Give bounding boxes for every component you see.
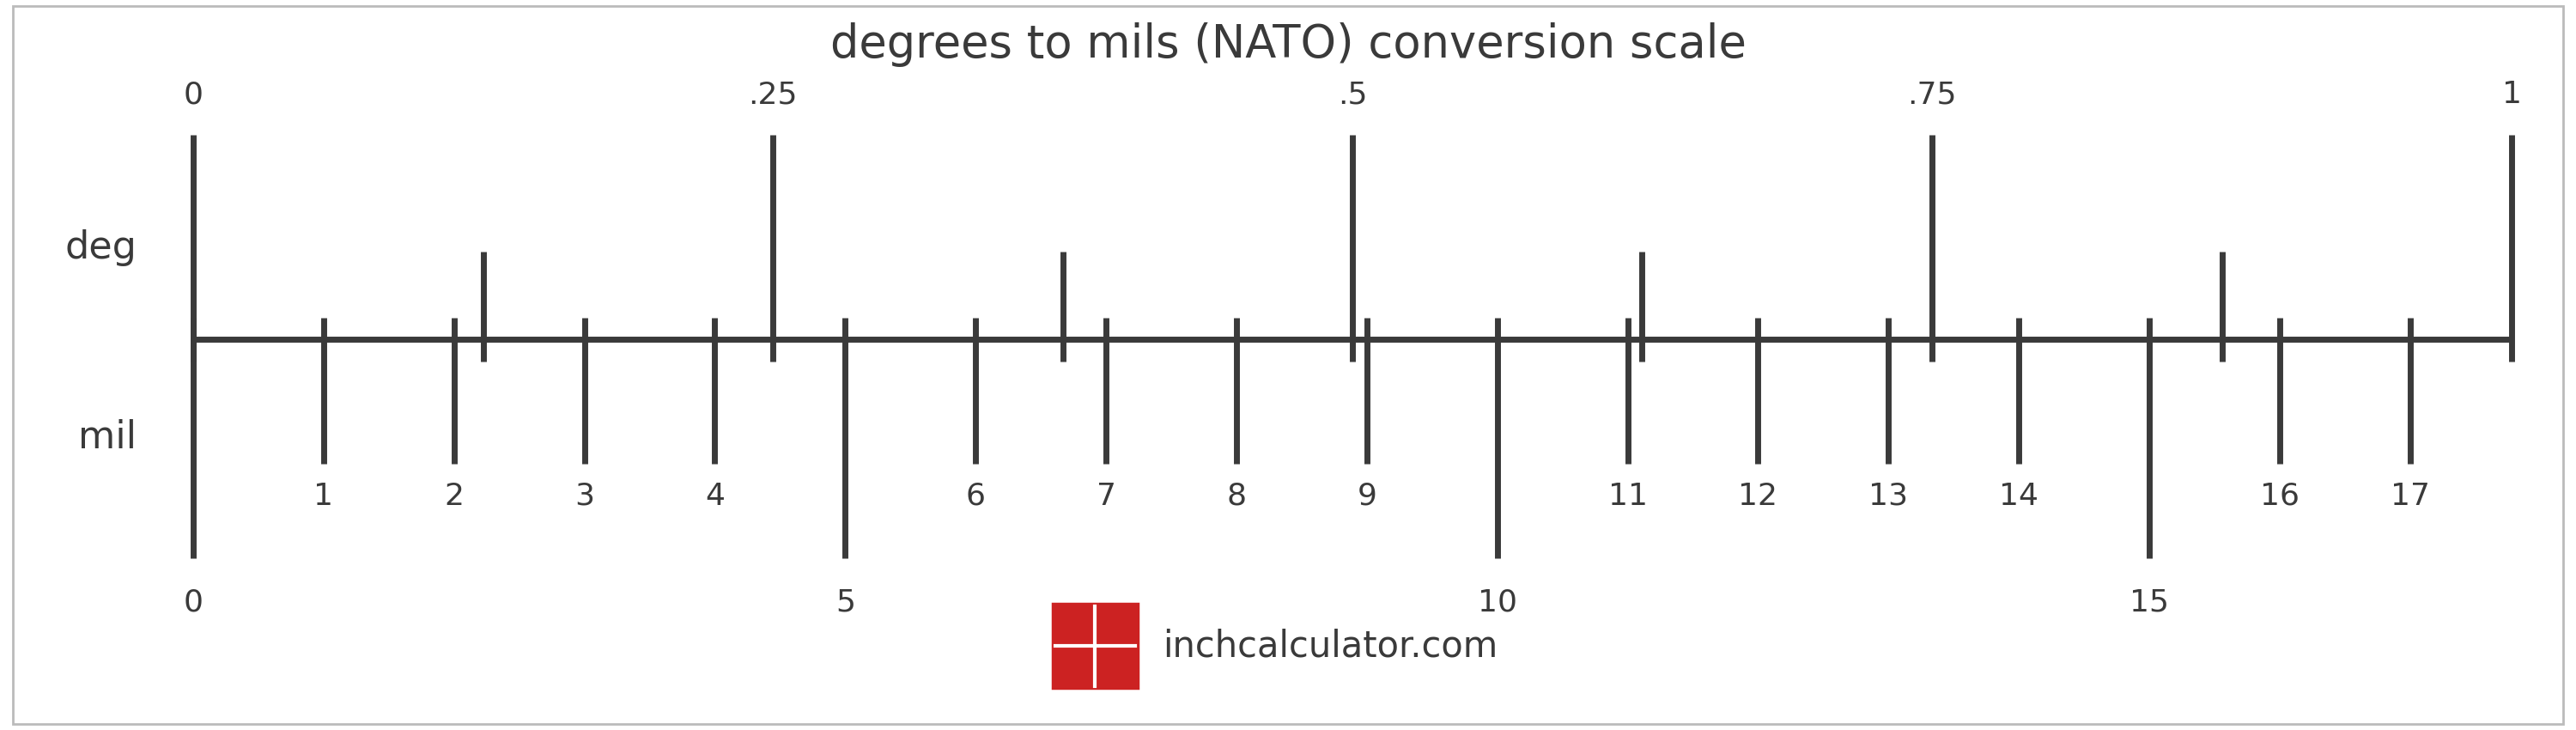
Text: deg: deg — [64, 230, 137, 266]
Text: 12: 12 — [1739, 482, 1777, 511]
Text: .25: .25 — [747, 80, 799, 110]
Text: 5: 5 — [835, 588, 855, 617]
Text: 10: 10 — [1479, 588, 1517, 617]
Text: 1: 1 — [2501, 80, 2522, 110]
Text: 0: 0 — [183, 80, 204, 110]
Text: 2: 2 — [443, 482, 464, 511]
Text: 3: 3 — [574, 482, 595, 511]
Text: 8: 8 — [1226, 482, 1247, 511]
Text: 9: 9 — [1358, 482, 1376, 511]
Text: mil: mil — [77, 420, 137, 456]
Text: 14: 14 — [1999, 482, 2038, 511]
Text: 0: 0 — [183, 588, 204, 617]
Text: .5: .5 — [1337, 80, 1368, 110]
FancyBboxPatch shape — [1051, 604, 1139, 688]
Text: .75: .75 — [1906, 80, 1958, 110]
Text: 6: 6 — [966, 482, 987, 511]
Text: 17: 17 — [2391, 482, 2429, 511]
Text: inchcalculator.com: inchcalculator.com — [1164, 628, 1499, 664]
Text: degrees to mils (NATO) conversion scale: degrees to mils (NATO) conversion scale — [829, 22, 1747, 66]
Text: 13: 13 — [1868, 482, 1909, 511]
Text: 4: 4 — [706, 482, 724, 511]
Text: 11: 11 — [1607, 482, 1649, 511]
Text: 15: 15 — [2130, 588, 2169, 617]
Text: 16: 16 — [2259, 482, 2300, 511]
Text: 7: 7 — [1097, 482, 1115, 511]
Text: 1: 1 — [314, 482, 332, 511]
